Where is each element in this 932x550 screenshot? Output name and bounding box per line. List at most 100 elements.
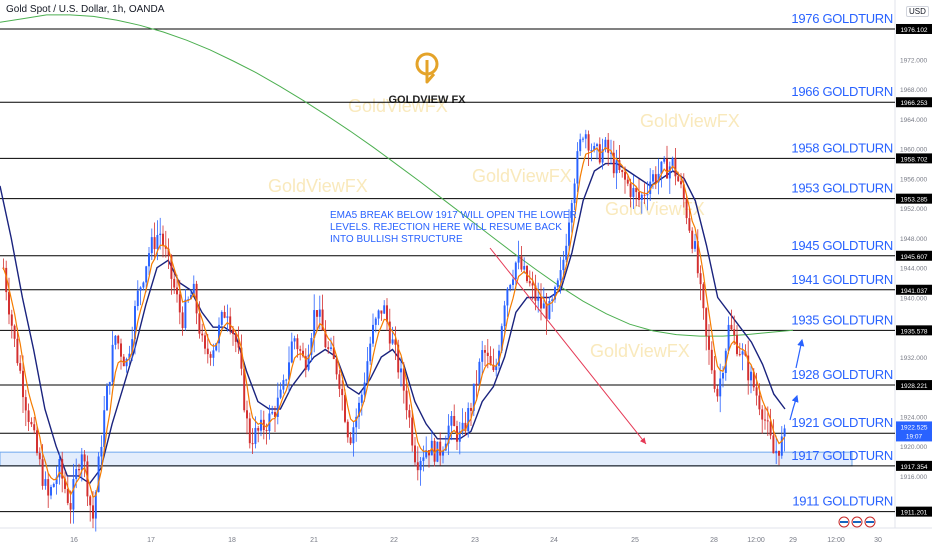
- candle-body: [8, 292, 10, 315]
- candle: [680, 173, 682, 189]
- candle-body: [433, 440, 436, 462]
- candle: [47, 472, 50, 508]
- candle: [344, 389, 346, 424]
- candle-body: [579, 139, 582, 152]
- price-tick-label: 1944.000: [900, 266, 927, 273]
- level-price-tag-label: 1945.607: [900, 254, 927, 261]
- candle-body: [271, 412, 274, 414]
- candle-body: [758, 395, 761, 410]
- candle-body: [750, 371, 752, 381]
- level-label: 1911 GOLDTURN: [792, 494, 893, 509]
- candle: [290, 332, 293, 364]
- candle-body: [374, 318, 377, 325]
- candle: [638, 179, 640, 207]
- candle-body: [458, 431, 461, 442]
- candle: [682, 173, 685, 208]
- candle: [369, 336, 372, 365]
- candle-body: [657, 173, 660, 183]
- candle-body: [388, 321, 391, 344]
- candle-body: [772, 435, 775, 454]
- candle: [708, 324, 710, 365]
- candle-body: [472, 383, 475, 411]
- candle-body: [290, 341, 293, 363]
- logo-text: GOLDVIEW FX: [389, 94, 467, 106]
- level-label: 1928 GOLDTURN: [791, 367, 893, 382]
- candle-body: [307, 354, 310, 370]
- candle-body: [215, 343, 218, 351]
- candle-body: [764, 419, 766, 421]
- candle: [13, 324, 16, 347]
- candle: [148, 246, 150, 276]
- candle: [299, 345, 302, 361]
- candle: [542, 287, 545, 309]
- candle: [584, 129, 587, 149]
- level-price-tag-label: 1941.037: [900, 288, 927, 295]
- candle-body: [282, 380, 285, 390]
- candle: [78, 463, 80, 477]
- currency-badge[interactable]: USD: [906, 6, 929, 17]
- candle-body: [349, 437, 352, 444]
- candle-body: [377, 310, 380, 319]
- candle: [570, 199, 573, 233]
- candle: [125, 357, 128, 373]
- candle-body: [696, 241, 699, 274]
- candle-body: [139, 287, 142, 291]
- watermark-text: GoldViewFX: [472, 166, 572, 186]
- candle-body: [716, 388, 719, 397]
- candle: [475, 370, 478, 401]
- candle-body: [596, 144, 598, 147]
- candle: [279, 382, 282, 400]
- candle: [573, 178, 576, 211]
- candle-body: [310, 337, 313, 355]
- candle-body: [78, 469, 80, 471]
- candle: [761, 405, 764, 434]
- candle: [548, 296, 551, 320]
- watermark-text: GoldViewFX: [590, 341, 690, 361]
- candle: [120, 338, 122, 370]
- candle: [520, 246, 523, 272]
- candle-body: [733, 329, 736, 336]
- candle-body: [402, 368, 405, 391]
- candle-body: [195, 283, 198, 314]
- candle: [554, 285, 556, 303]
- candle: [649, 168, 652, 201]
- flag-stripe: [866, 521, 874, 523]
- candle-body: [503, 305, 506, 327]
- candle-body: [92, 505, 94, 519]
- candle: [408, 404, 411, 428]
- candle: [288, 346, 290, 393]
- candle-body: [559, 270, 562, 281]
- candle-body: [414, 445, 416, 463]
- candle-body: [274, 412, 276, 417]
- candle-body: [447, 425, 450, 444]
- level-label: 1917 GOLDTURN: [791, 448, 893, 463]
- candle-body: [610, 152, 612, 154]
- candle-body: [722, 372, 724, 379]
- candle-body: [766, 420, 769, 422]
- candle: [327, 341, 330, 354]
- candle: [498, 344, 500, 370]
- candle-body: [240, 347, 243, 369]
- time-tick-label: 12:00: [827, 537, 845, 544]
- candle: [248, 412, 251, 449]
- level-price-tag: [896, 97, 932, 108]
- candle-body: [251, 443, 254, 445]
- candle: [694, 233, 696, 252]
- candle: [296, 334, 299, 358]
- candle: [212, 343, 215, 367]
- candle-body: [148, 253, 150, 267]
- watermark-text: GoldViewFX: [605, 199, 705, 219]
- candle-body: [643, 194, 646, 196]
- candle-body: [702, 284, 705, 309]
- candle: [666, 145, 668, 179]
- level-price-tag-label: 1958.702: [900, 156, 927, 163]
- candle-body: [542, 303, 545, 309]
- candle-body: [668, 166, 671, 179]
- logo-stem-icon: [425, 60, 436, 84]
- candle: [657, 158, 660, 195]
- candle-body: [492, 364, 495, 371]
- candle: [134, 300, 136, 355]
- candle-body: [122, 356, 125, 367]
- candle: [10, 309, 13, 339]
- candle-body: [391, 339, 394, 344]
